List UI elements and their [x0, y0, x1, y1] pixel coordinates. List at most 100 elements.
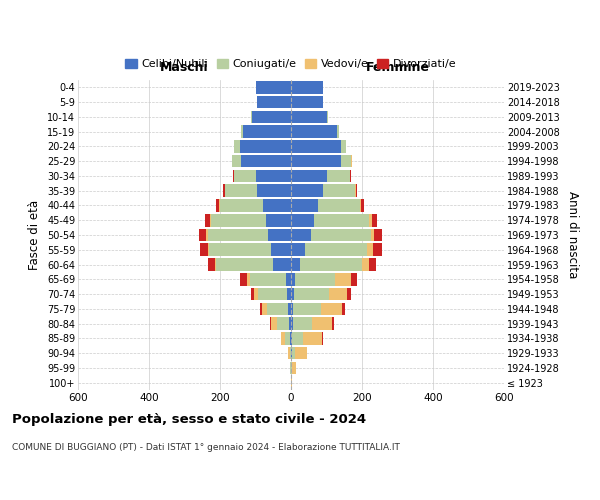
Bar — [361, 199, 364, 212]
Bar — [234, 140, 239, 152]
Bar — [232, 155, 241, 168]
Bar — [215, 258, 217, 271]
Y-axis label: Anni di nascita: Anni di nascita — [566, 192, 579, 278]
Bar — [247, 273, 250, 285]
Bar — [291, 302, 293, 315]
Y-axis label: Fasce di età: Fasce di età — [28, 200, 41, 270]
Bar — [291, 81, 323, 94]
Bar — [208, 244, 209, 256]
Bar — [356, 184, 358, 197]
Bar — [262, 302, 267, 315]
Bar — [291, 273, 295, 285]
Bar — [217, 199, 219, 212]
Bar — [291, 228, 311, 241]
Bar — [293, 318, 312, 330]
Bar — [292, 347, 295, 360]
Bar — [217, 258, 273, 271]
Bar — [290, 332, 291, 344]
Bar — [291, 332, 292, 344]
Bar — [291, 318, 293, 330]
Bar — [291, 184, 323, 197]
Bar — [313, 318, 332, 330]
Bar — [291, 96, 323, 108]
Bar — [259, 288, 287, 300]
Bar — [260, 302, 262, 315]
Bar — [347, 288, 352, 300]
Bar — [292, 362, 296, 374]
Bar — [206, 228, 208, 241]
Bar — [239, 273, 247, 285]
Bar — [256, 81, 291, 94]
Bar — [287, 288, 291, 300]
Bar — [251, 288, 254, 300]
Bar — [335, 273, 352, 285]
Bar — [219, 199, 220, 212]
Bar — [223, 184, 224, 197]
Bar — [256, 170, 291, 182]
Bar — [322, 332, 323, 344]
Bar — [291, 140, 341, 152]
Bar — [257, 184, 291, 197]
Bar — [257, 96, 291, 108]
Bar — [372, 214, 377, 226]
Bar — [266, 214, 291, 226]
Bar — [294, 288, 329, 300]
Bar — [271, 244, 291, 256]
Bar — [243, 126, 291, 138]
Bar — [200, 244, 208, 256]
Bar — [291, 214, 314, 226]
Bar — [211, 214, 266, 226]
Bar — [291, 170, 326, 182]
Bar — [239, 140, 291, 152]
Bar — [268, 228, 291, 241]
Bar — [277, 318, 289, 330]
Bar — [305, 244, 367, 256]
Bar — [367, 244, 373, 256]
Bar — [355, 184, 356, 197]
Bar — [291, 258, 300, 271]
Bar — [286, 273, 291, 285]
Bar — [288, 347, 290, 360]
Bar — [267, 302, 288, 315]
Bar — [341, 140, 346, 152]
Bar — [332, 318, 334, 330]
Bar — [329, 288, 347, 300]
Text: Femmine: Femmine — [365, 61, 430, 74]
Bar — [369, 214, 372, 226]
Bar — [291, 244, 305, 256]
Bar — [224, 184, 226, 197]
Bar — [289, 318, 291, 330]
Bar — [317, 199, 360, 212]
Bar — [303, 332, 322, 344]
Bar — [233, 170, 234, 182]
Bar — [208, 258, 215, 271]
Bar — [291, 199, 317, 212]
Bar — [220, 199, 263, 212]
Bar — [350, 170, 352, 182]
Bar — [326, 110, 328, 123]
Text: COMUNE DI BUGGIANO (PT) - Dati ISTAT 1° gennaio 2024 - Elaborazione TUTTITALIA.I: COMUNE DI BUGGIANO (PT) - Dati ISTAT 1° … — [12, 442, 400, 452]
Bar — [281, 332, 285, 344]
Bar — [369, 258, 376, 271]
Bar — [271, 318, 277, 330]
Bar — [205, 214, 210, 226]
Bar — [288, 302, 291, 315]
Bar — [292, 332, 303, 344]
Bar — [371, 228, 374, 241]
Bar — [241, 155, 291, 168]
Bar — [254, 288, 259, 300]
Bar — [285, 332, 290, 344]
Bar — [314, 214, 369, 226]
Bar — [199, 228, 206, 241]
Bar — [291, 288, 294, 300]
Bar — [374, 228, 382, 241]
Bar — [311, 228, 371, 241]
Bar — [209, 244, 271, 256]
Bar — [291, 110, 326, 123]
Bar — [226, 184, 257, 197]
Bar — [291, 155, 341, 168]
Bar — [210, 214, 211, 226]
Text: Popolazione per età, sesso e stato civile - 2024: Popolazione per età, sesso e stato civil… — [12, 412, 366, 426]
Bar — [341, 155, 352, 168]
Bar — [321, 302, 343, 315]
